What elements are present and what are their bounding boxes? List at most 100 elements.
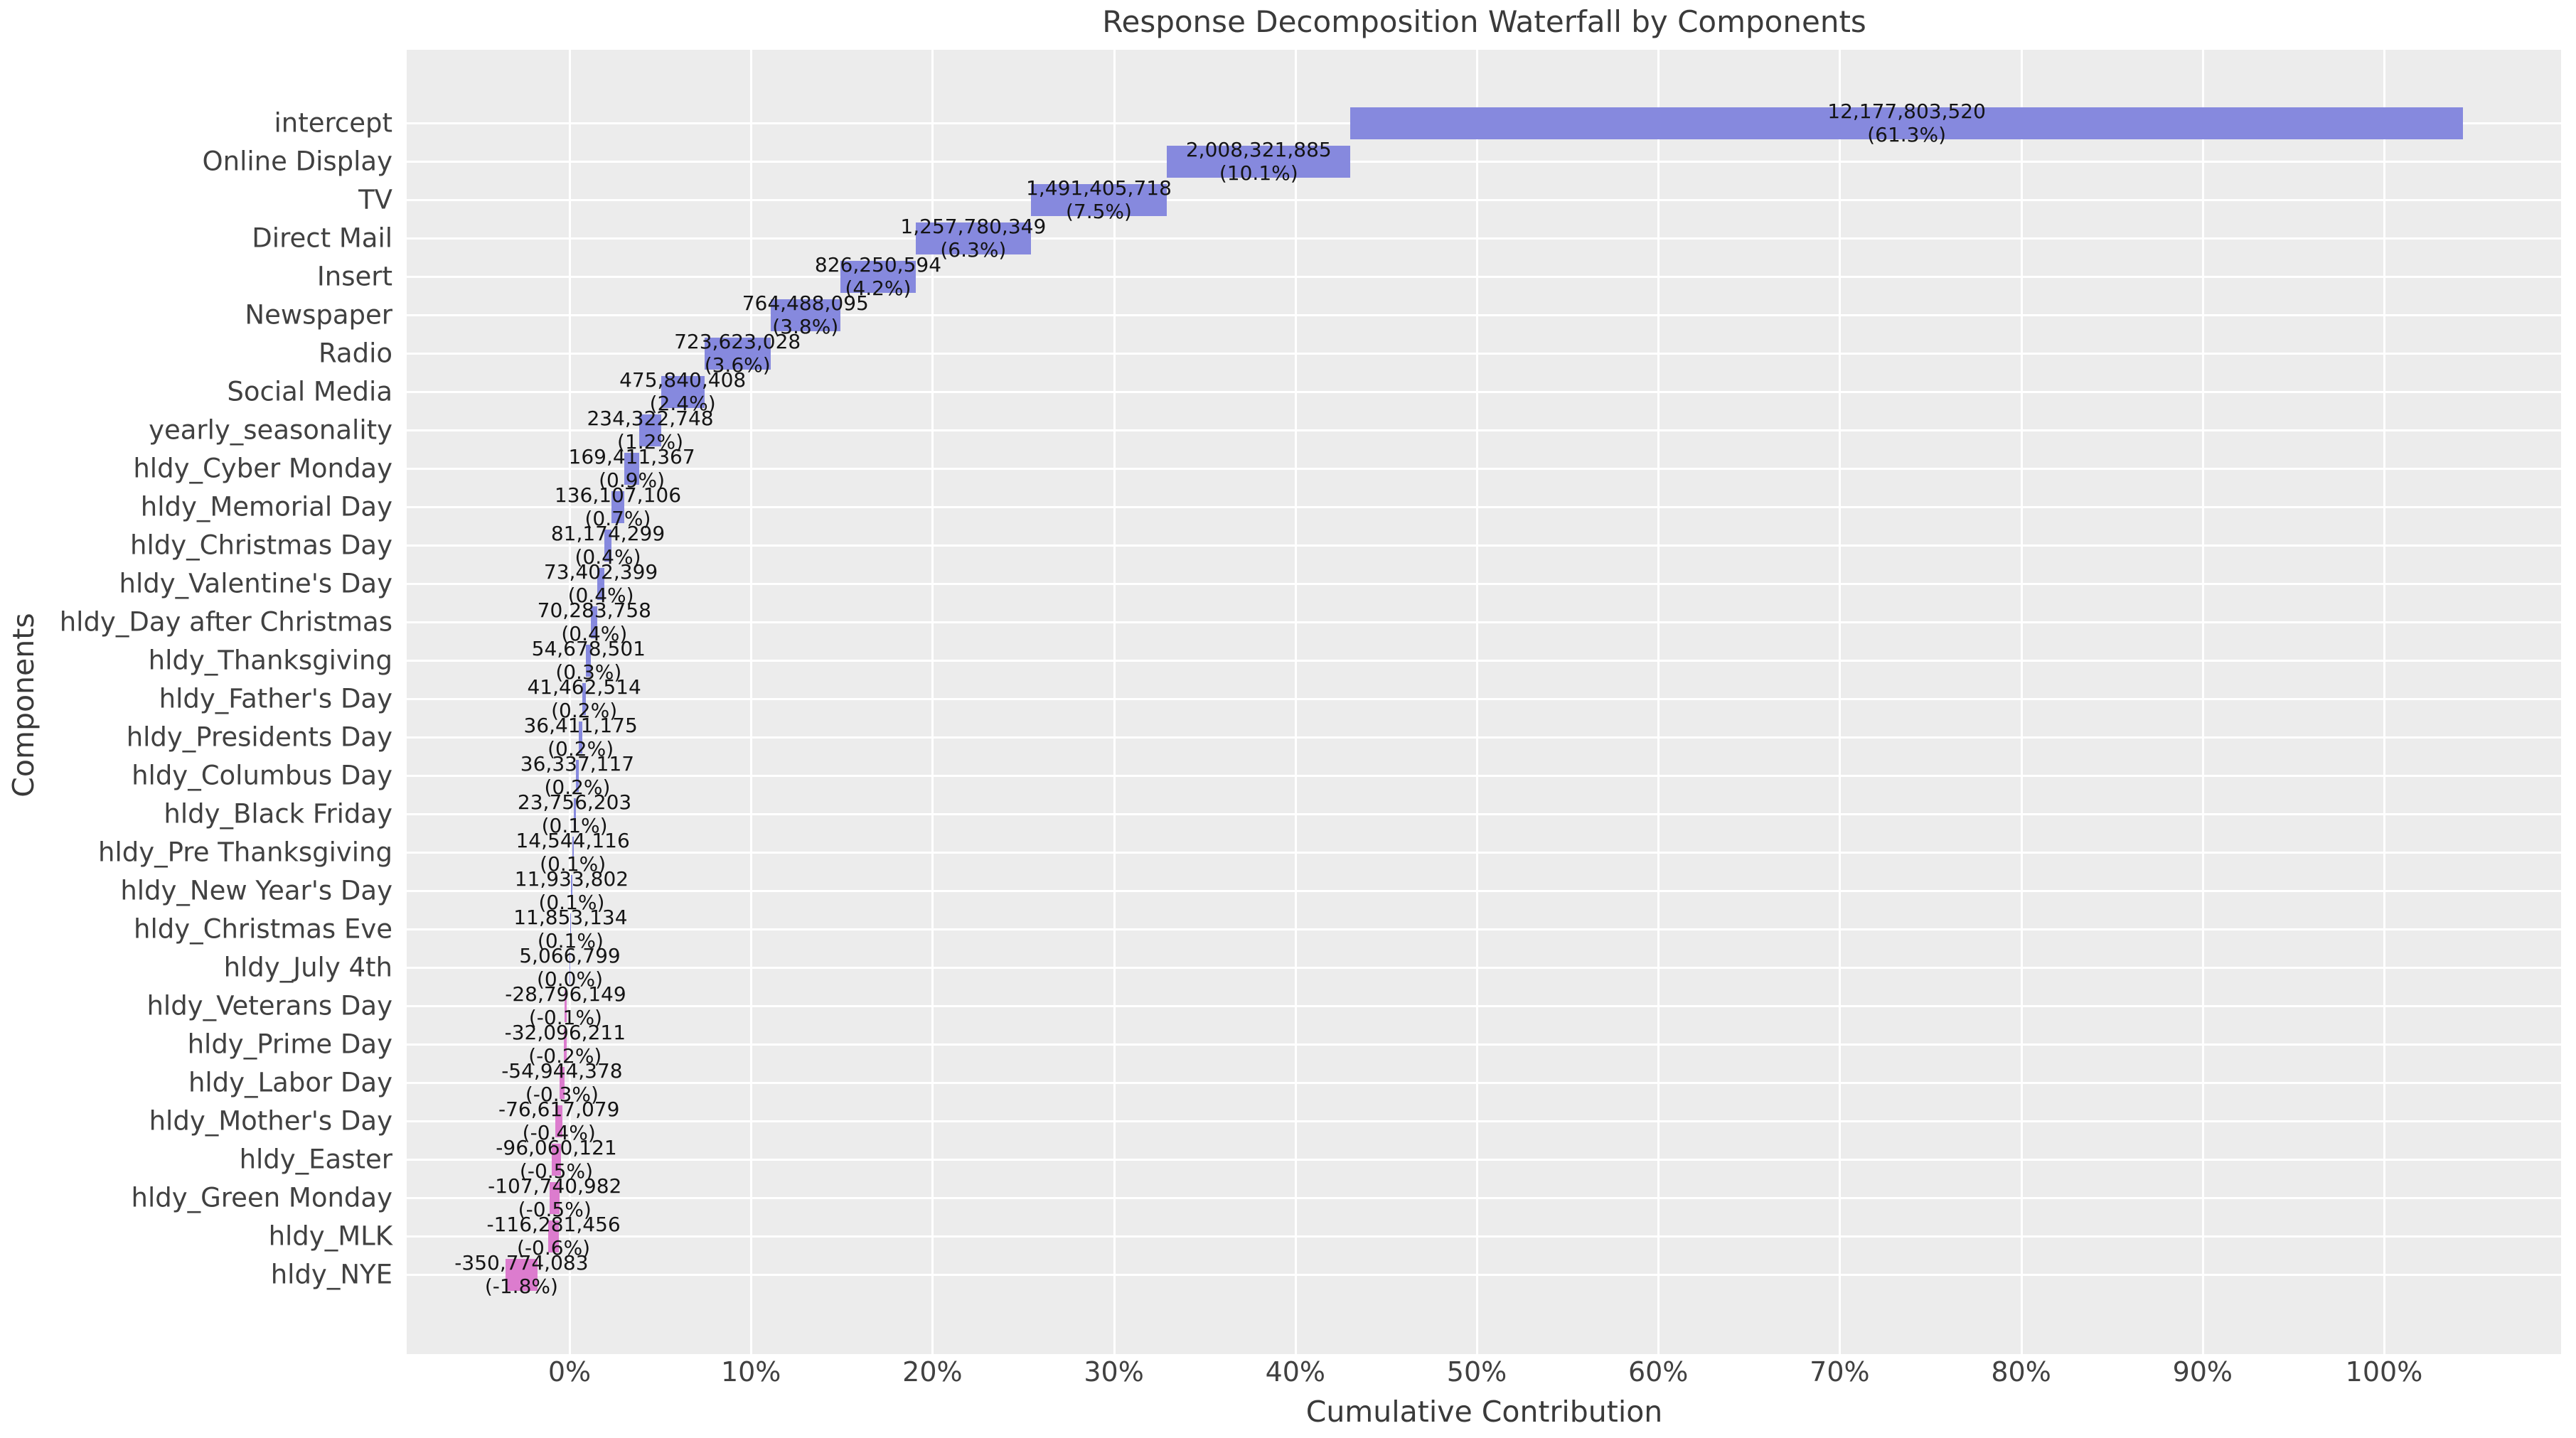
waterfall-bar-positive [661, 375, 705, 408]
waterfall-bar-negative [564, 989, 567, 1022]
y-tick-label: Insert [316, 261, 392, 292]
bar-value-label: 73,402,399 (0.4%) [543, 560, 658, 607]
waterfall-bar-positive [1167, 145, 1351, 178]
y-tick-label: hldy_Valentine's Day [119, 568, 393, 599]
waterfall-bar-positive [591, 606, 598, 638]
waterfall-bar-positive [840, 260, 916, 293]
grid-line-horizontal [407, 1082, 2561, 1084]
bar-value-label: 54,678,501 (0.3%) [531, 637, 646, 684]
grid-line-horizontal [407, 1235, 2561, 1238]
waterfall-bar-positive [597, 567, 604, 600]
bar-value-label: 11,853,134 (0.1%) [513, 906, 628, 953]
bar-value-label: -76,617,079 (-0.4%) [498, 1098, 620, 1144]
y-tick-label: hldy_NYE [270, 1259, 392, 1290]
bar-value-label: 1,491,405,718 (7.5%) [1026, 176, 1172, 223]
bar-value-label: 11,933,802 (0.1%) [514, 867, 629, 914]
bar-value-label: 234,322,748 (1.2%) [587, 407, 714, 454]
x-tick-label: 100% [2345, 1356, 2423, 1388]
grid-line-vertical [1476, 50, 1478, 1354]
waterfall-bar-positive [570, 913, 572, 945]
x-tick-label: 30% [1084, 1356, 1144, 1388]
x-tick-label: 80% [1991, 1356, 2051, 1388]
y-tick-label: hldy_Christmas Eve [134, 913, 392, 945]
grid-line-horizontal [407, 583, 2561, 585]
bar-value-label: 764,488,095 (3.8%) [742, 291, 869, 338]
y-tick-label: hldy_MLK [268, 1220, 392, 1252]
y-tick-label: hldy_Pre Thanksgiving [98, 837, 392, 868]
grid-line-vertical [2020, 50, 2023, 1354]
waterfall-bar-positive [586, 644, 592, 677]
bar-value-label: 5,066,799 (0.0%) [519, 944, 621, 991]
grid-line-horizontal [407, 544, 2561, 547]
bar-value-label: 23,756,203 (0.1%) [517, 790, 632, 837]
x-tick-label: 70% [1810, 1356, 1870, 1388]
bar-value-label: 36,411,175 (0.2%) [523, 714, 638, 761]
y-tick-label: hldy_Thanksgiving [148, 645, 392, 676]
waterfall-bar-positive [572, 836, 574, 869]
waterfall-bar-negative [505, 1258, 538, 1291]
y-tick-label: hldy_Day after Christmas [59, 606, 392, 638]
grid-line-horizontal [407, 1005, 2561, 1007]
y-tick-label: hldy_Cyber Monday [133, 453, 392, 484]
grid-line-horizontal [407, 506, 2561, 508]
waterfall-bar-positive [571, 874, 572, 907]
y-tick-label: hldy_Green Monday [131, 1182, 393, 1213]
y-tick-label: hldy_Presidents Day [126, 721, 392, 753]
waterfall-bar-positive [1030, 183, 1167, 216]
waterfall-bar-positive [770, 299, 840, 331]
y-tick-label: Newspaper [245, 299, 392, 331]
grid-line-horizontal [407, 161, 2561, 163]
grid-line-vertical [2201, 50, 2204, 1354]
bar-value-label: 41,462,514 (0.2%) [527, 675, 641, 722]
bar-value-label: -350,774,083 (-1.8%) [454, 1251, 589, 1298]
y-tick-label: Social Media [227, 376, 392, 407]
y-tick-label: hldy_Columbus Day [132, 760, 392, 791]
waterfall-bar-positive [916, 222, 1031, 254]
x-tick-label: 60% [1628, 1356, 1689, 1388]
x-tick-label: 90% [2172, 1356, 2233, 1388]
y-tick-label: intercept [274, 107, 393, 139]
grid-line-horizontal [407, 314, 2561, 316]
grid-line-vertical [569, 50, 571, 1354]
grid-line-horizontal [407, 967, 2561, 969]
grid-line-vertical [931, 50, 934, 1354]
y-tick-label: hldy_Veterans Day [146, 990, 392, 1021]
bar-value-label: 826,250,594 (4.2%) [814, 253, 942, 300]
bar-value-label: 14,544,116 (0.1%) [515, 829, 630, 876]
grid-line-vertical [2383, 50, 2385, 1354]
grid-line-vertical [1657, 50, 1660, 1354]
waterfall-bar-positive [604, 529, 612, 562]
x-tick-label: 20% [902, 1356, 963, 1388]
waterfall-bar-negative [555, 1105, 563, 1137]
waterfall-bar-positive [579, 721, 582, 753]
bar-value-label: 70,283,758 (0.4%) [537, 599, 651, 645]
grid-line-horizontal [407, 775, 2561, 777]
bar-value-label: -32,096,211 (-0.2%) [504, 1021, 626, 1068]
grid-line-horizontal [407, 1274, 2561, 1276]
waterfall-bar-positive [639, 414, 661, 446]
plot-area: 12,177,803,520 (61.3%) 2,008,321,885 (10.1%… [407, 50, 2561, 1354]
waterfall-bar-negative [559, 1066, 565, 1099]
grid-line-vertical [1839, 50, 1842, 1354]
x-tick-label: 10% [720, 1356, 781, 1388]
bar-value-label: 1,257,780,349 (6.3%) [900, 215, 1047, 262]
waterfall-bar-positive [575, 759, 579, 792]
grid-line-horizontal [407, 237, 2561, 240]
y-tick-label: Online Display [202, 146, 393, 177]
x-tick-label: 50% [1446, 1356, 1507, 1388]
grid-line-horizontal [407, 391, 2561, 393]
y-tick-label: hldy_Mother's Day [149, 1105, 392, 1137]
waterfall-bar-negative [563, 1028, 567, 1061]
y-tick-label: hldy_Easter [239, 1144, 392, 1175]
waterfall-bar-positive [611, 490, 624, 523]
grid-line-vertical [750, 50, 753, 1354]
y-tick-label: hldy_Father's Day [159, 683, 392, 714]
grid-line-horizontal [407, 813, 2561, 815]
waterfall-bar-positive [582, 682, 587, 715]
bar-value-label: 2,008,321,885 (10.1%) [1185, 138, 1332, 185]
bar-value-label: -96,060,121 (-0.5%) [496, 1136, 617, 1183]
y-tick-label: yearly_seasonality [149, 414, 392, 446]
x-tick-label: 0% [547, 1356, 592, 1388]
waterfall-bar-negative [548, 1220, 560, 1252]
